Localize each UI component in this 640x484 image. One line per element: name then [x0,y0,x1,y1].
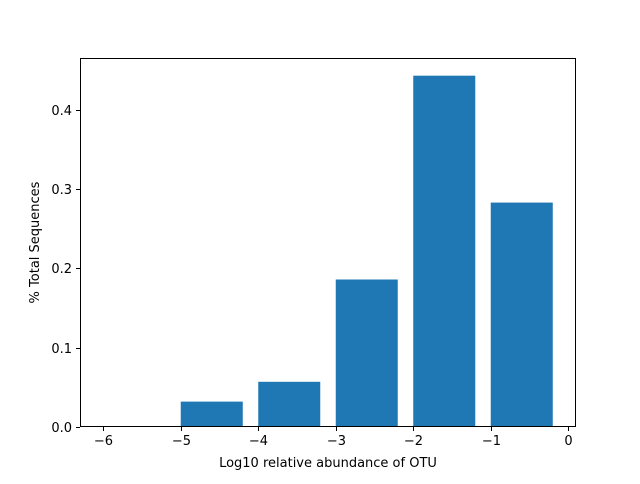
plot-frame [80,58,576,427]
bar-4 [413,75,476,428]
y-tick-label: 0.0 [51,421,72,436]
bar-1 [180,401,243,427]
x-axis-ticks: −6 −5 −4 −3 −2 −1 0 [94,427,573,449]
x-axis-label: Log10 relative abundance of OTU [219,456,437,471]
y-tick-label: 0.3 [51,183,72,198]
x-tick-label: −6 [94,434,113,449]
x-tick-label: −1 [482,434,501,449]
y-tick-label: 0.1 [51,342,72,357]
y-tick-label: 0.4 [51,104,72,119]
bar-2 [258,381,321,427]
y-axis-ticks: 0.0 0.1 0.2 0.3 0.4 [51,104,80,436]
x-tick-label: −5 [172,434,191,449]
x-tick-label: −2 [404,434,423,449]
y-axis-label: % Total Sequences [28,181,43,303]
y-tick-label: 0.2 [51,262,72,277]
x-tick-label: −4 [249,434,268,449]
x-tick-label: 0 [564,434,572,449]
bar-3 [335,279,398,427]
bar-series [180,75,553,428]
x-tick-label: −3 [327,434,346,449]
bar-5 [490,202,553,427]
